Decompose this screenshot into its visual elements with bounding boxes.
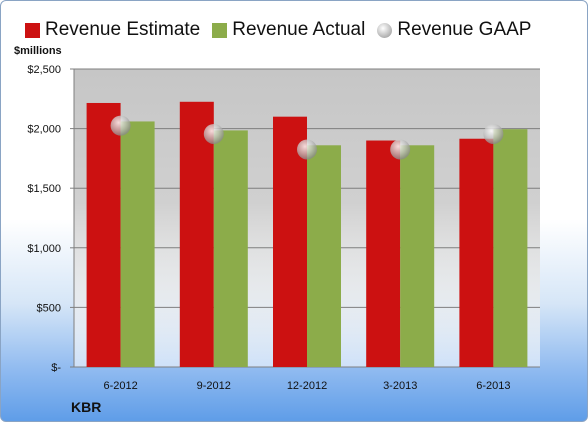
x-tick-label: 3-2013 (383, 380, 417, 392)
marker-revenue-gaap (110, 115, 131, 136)
legend-item-actual: Revenue Actual (212, 19, 365, 41)
y-axis-unit-label: $millions (14, 45, 62, 57)
legend-label-estimate: Revenue Estimate (45, 19, 201, 40)
legend-swatch-actual (212, 22, 228, 38)
company-label: KBR (71, 399, 102, 415)
legend-swatch-estimate (25, 22, 40, 38)
bar-revenue-actual (213, 130, 248, 367)
marker-revenue-gaap (297, 139, 317, 160)
x-tick-label: 9-2012 (197, 380, 231, 392)
y-tick-label: $2,500 (27, 64, 61, 76)
y-tick-label: $1,000 (27, 243, 61, 255)
legend: Revenue Estimate Revenue Actual Revenue … (25, 19, 543, 41)
y-tick-label: $- (51, 362, 61, 374)
x-tick-label: 6-2012 (103, 380, 137, 392)
marker-revenue-gaap (203, 123, 224, 144)
bar-revenue-actual (400, 145, 435, 367)
legend-label-gaap: Revenue GAAP (397, 19, 532, 40)
y-tick-label: $500 (37, 302, 61, 314)
legend-item-gaap: Revenue GAAP (377, 19, 531, 41)
bar-revenue-estimate (86, 102, 121, 368)
bar-revenue-estimate (179, 101, 214, 367)
marker-revenue-gaap (483, 123, 504, 144)
legend-item-estimate: Revenue Estimate (25, 19, 200, 41)
legend-swatch-gaap (377, 22, 393, 38)
x-tick-label: 12-2012 (287, 380, 327, 392)
bar-revenue-estimate (366, 140, 401, 367)
bar-revenue-estimate (273, 116, 307, 368)
y-tick-label: $1,500 (27, 183, 61, 195)
bar-revenue-actual (120, 121, 155, 367)
marker-revenue-gaap (390, 139, 411, 160)
legend-label-actual: Revenue Actual (232, 19, 366, 40)
x-tick-label: 6-2013 (476, 380, 510, 392)
bar-revenue-actual (493, 129, 528, 367)
bar-revenue-actual (307, 145, 341, 367)
y-tick-label: $2,000 (27, 124, 61, 136)
bar-revenue-estimate (459, 138, 494, 367)
